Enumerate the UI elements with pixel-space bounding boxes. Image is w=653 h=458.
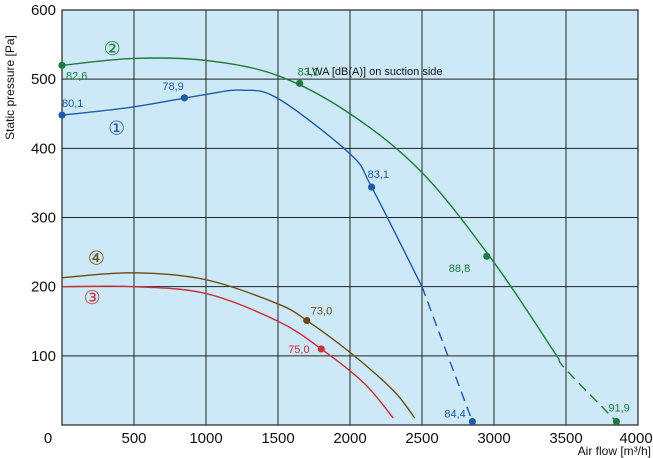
data-point <box>58 111 66 119</box>
series-1: 82,6 83,1 88,8 91,9 ② <box>58 38 630 426</box>
series-name-label: ② <box>104 38 121 60</box>
data-point <box>483 252 491 260</box>
y-tick-label: 100 <box>31 348 56 365</box>
data-label: 84,4 <box>444 409 465 421</box>
y-tick-label: 200 <box>31 279 56 296</box>
data-label: 88,8 <box>449 263 470 275</box>
x-tick-label: 3000 <box>477 430 510 447</box>
y-tick-label: 500 <box>31 71 56 88</box>
x-tick-label: 2500 <box>405 430 438 447</box>
series-line <box>61 272 416 419</box>
data-point <box>317 345 325 353</box>
series-name-label: ④ <box>88 248 105 270</box>
data-point <box>296 79 304 87</box>
plot-frame <box>61 9 639 426</box>
x-tick-label: 3500 <box>549 430 582 447</box>
data-point <box>303 316 311 325</box>
data-point <box>368 183 376 191</box>
data-label: 75,0 <box>288 344 309 356</box>
series-name-label: ① <box>108 118 125 140</box>
series-3: 73,0 ④ <box>61 248 416 419</box>
series-line-dashed <box>421 286 474 422</box>
data-point <box>612 417 621 426</box>
y-tick-label: 600 <box>31 2 56 19</box>
y-tick-label: 400 <box>31 140 56 157</box>
data-point <box>180 94 188 102</box>
data-point <box>468 417 476 426</box>
x-tick-label: 0 <box>44 430 52 447</box>
series-name-label: ③ <box>84 287 101 309</box>
x-tick-label: 2000 <box>333 430 366 447</box>
data-label: 91,9 <box>608 403 629 415</box>
series-line <box>61 285 394 419</box>
series-line <box>61 57 560 360</box>
series-line-dashed <box>558 358 617 423</box>
data-label: 83,1 <box>298 66 319 78</box>
data-label: 82,6 <box>66 70 87 82</box>
x-tick-label: 1000 <box>189 430 222 447</box>
data-label: 80,1 <box>62 98 83 110</box>
y-axis-title: Static pressure [Pa] <box>3 35 17 140</box>
series-4: 75,0 ③ <box>61 285 394 419</box>
annotation-text: LWA [dB(A)] on suction side <box>307 66 443 78</box>
series-2: 80,1 78,9 83,1 84,4 ① <box>58 81 476 426</box>
x-axis-title: Air flow [m³/h] <box>578 444 651 458</box>
data-label: 83,1 <box>368 169 389 181</box>
data-label: 73,0 <box>311 306 332 318</box>
data-label: 78,9 <box>162 81 183 93</box>
x-tick-label: 4000 <box>619 430 652 447</box>
x-tick-label: 500 <box>121 430 146 447</box>
data-point <box>58 61 66 69</box>
y-tick-label: 300 <box>31 210 56 227</box>
x-tick-label: 1500 <box>261 430 294 447</box>
